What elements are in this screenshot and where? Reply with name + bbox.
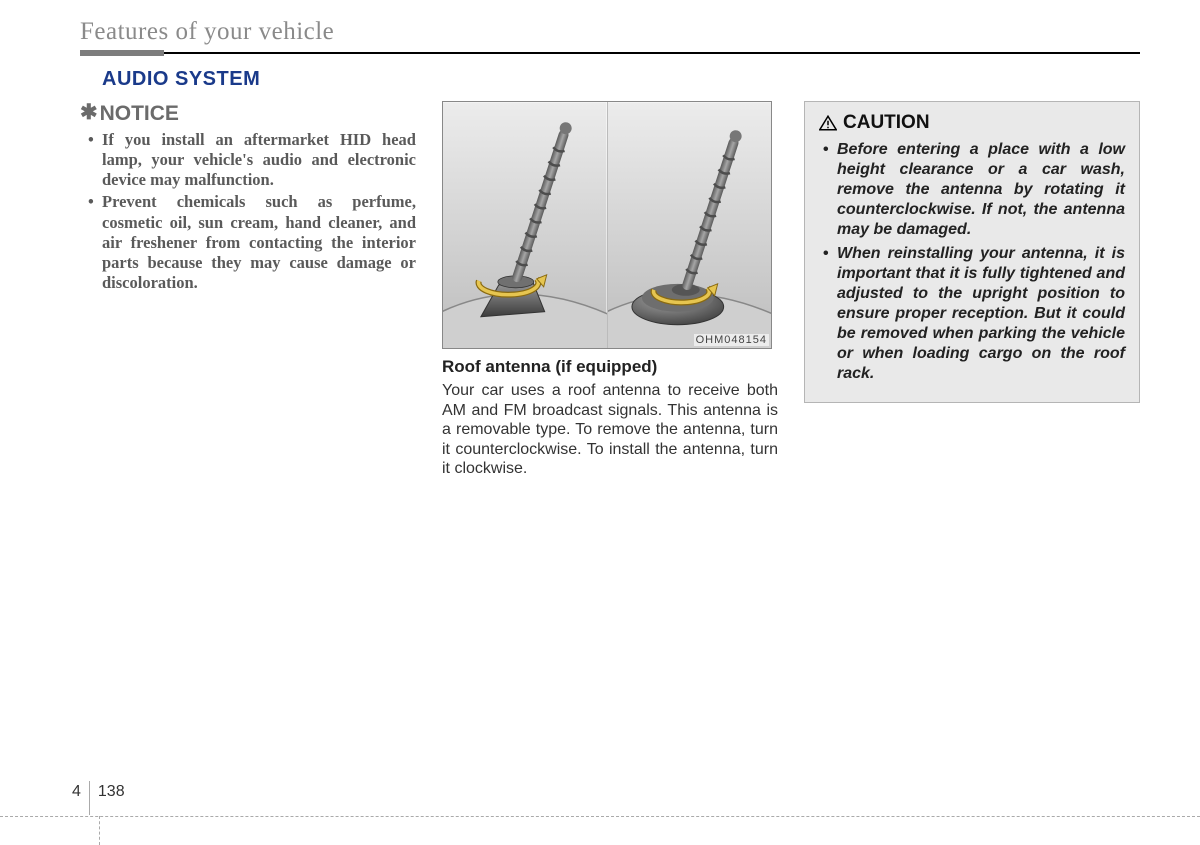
header-rule-accent — [80, 50, 164, 56]
figure-code: OHM048154 — [694, 334, 769, 346]
column-2: OHM048154 Roof antenna (if equipped) You… — [442, 99, 778, 479]
caution-item: Before entering a place with a low heigh… — [823, 140, 1125, 240]
chapter-title: Features of your vehicle — [80, 18, 1140, 46]
caution-list: Before entering a place with a low heigh… — [819, 140, 1125, 384]
roof-antenna-text: Your car uses a roof antenna to receive … — [442, 381, 778, 479]
warning-triangle-icon — [819, 115, 837, 131]
antenna-illustration-right — [608, 102, 772, 348]
page-index: 138 — [98, 783, 125, 801]
asterisk-icon: ✱ — [80, 100, 98, 125]
antenna-figure: OHM048154 — [442, 101, 772, 349]
antenna-illustration-left — [443, 102, 607, 348]
crop-rule — [0, 816, 1200, 817]
figure-right — [607, 102, 772, 348]
roof-antenna-heading: Roof antenna (if equipped) — [442, 357, 778, 377]
section-heading: AUDIO SYSTEM — [102, 68, 1140, 91]
page-number: 4 138 — [72, 783, 125, 815]
content-columns: ✱NOTICE If you install an aftermarket HI… — [80, 99, 1140, 479]
page-number-separator — [89, 781, 90, 815]
crop-tick — [99, 816, 100, 845]
caution-item: When reinstalling your antenna, it is im… — [823, 244, 1125, 384]
column-1: ✱NOTICE If you install an aftermarket HI… — [80, 99, 416, 479]
chapter-number: 4 — [72, 783, 81, 801]
caution-box: CAUTION Before entering a place with a l… — [804, 101, 1140, 403]
header-rule — [80, 52, 1140, 54]
figure-left — [443, 102, 607, 348]
notice-heading: ✱NOTICE — [80, 101, 416, 126]
notice-label: NOTICE — [100, 102, 179, 125]
notice-list: If you install an aftermarket HID head l… — [80, 130, 416, 293]
caution-heading: CAUTION — [819, 112, 1125, 134]
column-3: CAUTION Before entering a place with a l… — [804, 99, 1140, 479]
notice-item: Prevent chemicals such as perfume, cosme… — [88, 192, 416, 293]
notice-item: If you install an aftermarket HID head l… — [88, 130, 416, 190]
manual-page: Features of your vehicle AUDIO SYSTEM ✱N… — [0, 0, 1200, 845]
caution-label: CAUTION — [843, 112, 930, 134]
